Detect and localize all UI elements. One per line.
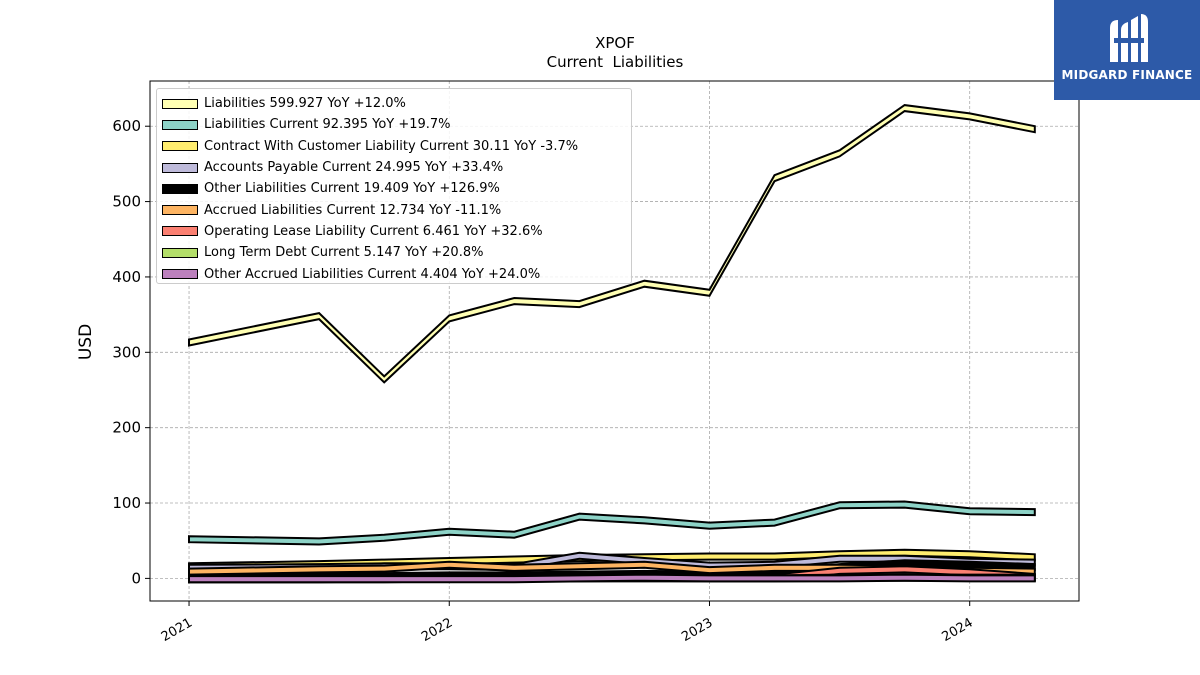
legend-swatch bbox=[162, 119, 198, 130]
x-tick-label: 2024 bbox=[940, 615, 976, 645]
legend-item: Other Liabilities Current 19.409 YoY +12… bbox=[162, 178, 631, 199]
legend-label: Contract With Customer Liability Current… bbox=[204, 138, 579, 154]
y-tick-label: 300 bbox=[112, 343, 141, 361]
legend-swatch bbox=[162, 98, 198, 109]
legend-label: Liabilities 599.927 YoY +12.0% bbox=[204, 96, 406, 112]
legend-item: Other Accrued Liabilities Current 4.404 … bbox=[162, 263, 631, 284]
y-tick-label: 400 bbox=[112, 268, 141, 286]
y-tick-label: 600 bbox=[112, 117, 141, 135]
legend-label: Other Liabilities Current 19.409 YoY +12… bbox=[204, 181, 500, 197]
legend-swatch bbox=[162, 269, 198, 280]
series-other-accrued-liabilities-current bbox=[188, 573, 1036, 584]
brand-logo: MIDGARD FINANCE bbox=[1054, 0, 1200, 100]
legend-swatch bbox=[162, 205, 198, 216]
legend-item: Accrued Liabilities Current 12.734 YoY -… bbox=[162, 199, 631, 220]
legend-label: Operating Lease Liability Current 6.461 … bbox=[204, 223, 543, 239]
y-axis-label: USD bbox=[76, 324, 96, 360]
y-axis: 0 100 200 300 400 500 600 bbox=[112, 117, 150, 587]
y-tick-label: 100 bbox=[112, 494, 141, 512]
series-areas bbox=[188, 104, 1036, 584]
brand-name: MIDGARD FINANCE bbox=[1061, 68, 1193, 82]
y-tick-label: 200 bbox=[112, 419, 141, 437]
legend-label: Accrued Liabilities Current 12.734 YoY -… bbox=[204, 202, 502, 218]
series-liabilities-current bbox=[188, 500, 1036, 546]
legend-label: Other Accrued Liabilities Current 4.404 … bbox=[204, 266, 541, 282]
legend-item: Long Term Debt Current 5.147 YoY +20.8% bbox=[162, 242, 631, 263]
legend-item: Liabilities 599.927 YoY +12.0% bbox=[162, 93, 631, 114]
legend-label: Long Term Debt Current 5.147 YoY +20.8% bbox=[204, 245, 484, 261]
y-tick-label: 500 bbox=[112, 193, 141, 211]
legend: Liabilities 599.927 YoY +12.0% Liabilitie… bbox=[156, 88, 632, 284]
legend-swatch bbox=[162, 183, 198, 194]
legend-label: Accounts Payable Current 24.995 YoY +33.… bbox=[204, 160, 504, 176]
series-liabilities bbox=[188, 104, 1036, 384]
legend-item: Operating Lease Liability Current 6.461 … bbox=[162, 221, 631, 242]
legend-swatch bbox=[162, 226, 198, 237]
legend-item: Accounts Payable Current 24.995 YoY +33.… bbox=[162, 157, 631, 178]
midgard-logo-icon bbox=[1110, 14, 1148, 62]
legend-swatch bbox=[162, 162, 198, 173]
plot-frame bbox=[149, 80, 1080, 602]
y-tick-label: 0 bbox=[131, 569, 141, 587]
legend-item: Liabilities Current 92.395 YoY +19.7% bbox=[162, 114, 631, 135]
x-axis: 2021 2022 2023 2024 bbox=[159, 601, 976, 645]
legend-item: Contract With Customer Liability Current… bbox=[162, 136, 631, 157]
legend-swatch bbox=[162, 247, 198, 258]
legend-swatch bbox=[162, 141, 198, 152]
x-tick-label: 2021 bbox=[159, 615, 195, 645]
chart-title: XPOF bbox=[595, 34, 635, 52]
x-tick-label: 2023 bbox=[679, 615, 715, 645]
chart-subtitle: Current Liabilities bbox=[547, 53, 684, 71]
x-tick-label: 2022 bbox=[419, 615, 455, 645]
legend-label: Liabilities Current 92.395 YoY +19.7% bbox=[204, 117, 451, 133]
